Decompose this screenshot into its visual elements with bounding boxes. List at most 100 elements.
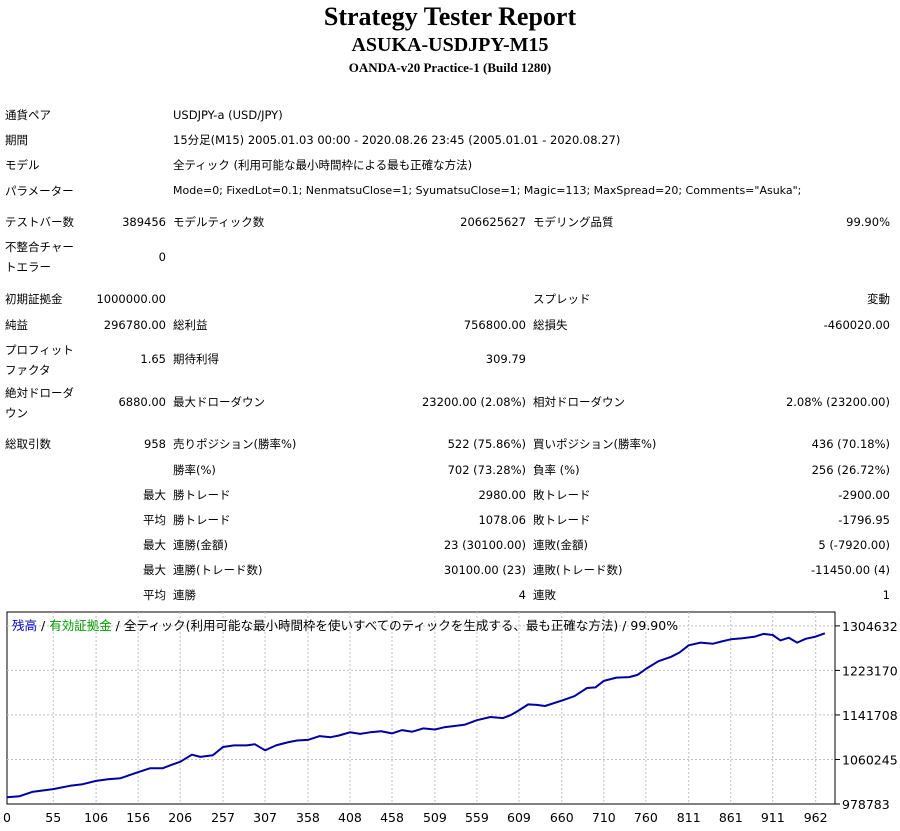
x-tick-label: 106 [84, 810, 108, 825]
x-tick-label: 509 [423, 810, 447, 825]
gross-loss-value: -460020.00 [823, 318, 890, 332]
max-dd-label: 最大ドローダウン [173, 395, 265, 409]
y-tick-label: 1060245 [842, 752, 898, 767]
avg-consec-losses-label: 連敗 [533, 588, 556, 602]
rel-dd-value: 2.08% (23200.00) [785, 395, 890, 409]
model-value: 全ティック (利用可能な最小時間枠による最も正確な方法) [173, 158, 473, 172]
average-loss-label: 敗トレード [533, 513, 591, 527]
x-tick-label: 358 [296, 810, 320, 825]
trades-label: 総取引数 [5, 437, 51, 451]
max-consec-2-label: 最大 [143, 563, 166, 577]
pf-value: 1.65 [140, 352, 166, 366]
y-tick-label: 978783 [842, 797, 890, 812]
avg-consec-wins-value: 4 [518, 588, 526, 602]
period-label: 期間 [5, 133, 28, 147]
abs-dd-label: 絶対ドローダウン [5, 386, 74, 420]
max-consec-losses-label: 連敗(金額) [533, 538, 588, 552]
loss-label: 負率 (%) [533, 463, 580, 477]
largest-win-value: 2980.00 [478, 488, 526, 502]
report-title: Strategy Tester Report [323, 2, 577, 31]
largest-loss-value: -2900.00 [838, 488, 890, 502]
x-tick-label: 861 [719, 810, 743, 825]
x-tick-label: 609 [507, 810, 531, 825]
bars-value: 389456 [122, 215, 166, 229]
payoff-label: 期待利得 [173, 352, 219, 366]
win-label: 勝率(%) [173, 463, 216, 477]
x-tick-label: 660 [550, 810, 574, 825]
max-consec-loss-label: 連敗(トレード数) [533, 563, 623, 577]
gross-profit-value: 756800.00 [463, 318, 526, 332]
long-label: 買いポジション(勝率%) [533, 437, 657, 451]
legend-separator: / [37, 618, 50, 633]
max-dd-value: 23200.00 (2.08%) [421, 395, 526, 409]
max-consec-profit-value: 30100.00 (23) [443, 563, 526, 577]
net-value: 296780.00 [103, 318, 166, 332]
long-value: 436 (70.18%) [811, 437, 890, 451]
average-label: 平均 [143, 513, 166, 527]
legend-balance: 残高 [12, 618, 38, 633]
net-label: 純益 [5, 318, 28, 332]
x-tick-label: 0 [3, 810, 11, 825]
x-tick-label: 257 [211, 810, 235, 825]
ticks-label: モデルティック数 [173, 215, 265, 229]
quality-label: モデリング品質 [533, 215, 614, 229]
max-consec-losses-value: 5 (-7920.00) [818, 538, 890, 552]
spread-value: 変動 [867, 292, 890, 306]
x-tick-label: 760 [634, 810, 658, 825]
params-value: Mode=0; FixedLot=0.1; NenmatsuClose=1; S… [173, 184, 802, 197]
gross-profit-label: 総利益 [173, 318, 208, 332]
average-win-label: 勝トレード [173, 513, 231, 527]
report-subtitle: ASUKA-USDJPY-M15 [351, 34, 549, 56]
deposit-value: 1000000.00 [96, 292, 166, 306]
balance-line [6, 632, 826, 799]
pf-label: プロフィットファクタ [5, 343, 74, 377]
max-consec-wins-label: 連勝(金額) [173, 538, 228, 552]
largest-loss-label: 敗トレード [533, 488, 591, 502]
x-tick-label: 811 [677, 810, 701, 825]
x-tick-label: 55 [45, 810, 61, 825]
abs-dd-value: 6880.00 [118, 395, 166, 409]
trades-value: 958 [144, 437, 166, 451]
rel-dd-label: 相対ドローダウン [533, 395, 625, 409]
spread-label: スプレッド [533, 292, 591, 306]
avg-consec-wins-label: 連勝 [173, 588, 196, 602]
params-label: パラメーター [5, 184, 74, 198]
legend-separator: / [111, 618, 124, 633]
x-tick-label: 458 [380, 810, 404, 825]
x-tick-label: 710 [592, 810, 616, 825]
quality-value: 99.90% [846, 215, 890, 229]
largest-win-label: 勝トレード [173, 488, 231, 502]
bars-label: テストバー数 [5, 215, 74, 229]
symbol-label: 通貨ペア [5, 108, 51, 122]
legend-equity: 有効証拠金 [49, 618, 112, 633]
max-consec-wins-value: 23 (30100.00) [443, 538, 526, 552]
mismatch-value: 0 [158, 250, 166, 264]
report-server: OANDA-v20 Practice-1 (Build 1280) [348, 60, 552, 75]
chart-legend: 残高 / 有効証拠金 / 全ティック(利用可能な最小時間枠を使いすべてのティック… [12, 615, 678, 634]
average-loss-value: -1796.95 [838, 513, 890, 527]
x-tick-label: 156 [126, 810, 150, 825]
largest-label: 最大 [143, 488, 166, 502]
period-value: 15分足(M15) 2005.01.03 00:00 - 2020.08.26 … [173, 133, 621, 147]
short-label: 売りポジション(勝率%) [173, 437, 297, 451]
deposit-label: 初期証拠金 [5, 292, 63, 306]
legend-model: 全ティック(利用可能な最小時間枠を使いすべてのティックを生成する、最も正確な方法… [123, 618, 679, 633]
short-value: 522 (75.86%) [447, 437, 526, 451]
win-value: 702 (73.28%) [447, 463, 526, 477]
x-tick-label: 307 [253, 810, 277, 825]
payoff-value: 309.79 [485, 352, 526, 366]
average-consec-label: 平均 [143, 588, 166, 602]
balance-chart: 0 55 106 156 206 257 307 358 408 458 509 559 609 660 7… [3, 611, 898, 825]
y-tick-label: 1304632 [842, 619, 898, 634]
x-tick-label: 206 [168, 810, 192, 825]
max-consec-label: 最大 [143, 538, 166, 552]
y-tick-label: 1141708 [842, 708, 898, 723]
x-tick-label: 962 [804, 810, 828, 825]
y-tick-label: 1223170 [842, 663, 898, 678]
x-tick-label: 911 [761, 810, 785, 825]
loss-value: 256 (26.72%) [811, 463, 890, 477]
model-label: モデル [5, 158, 40, 172]
max-consec-profit-label: 連勝(トレード数) [173, 563, 263, 577]
gross-loss-label: 総損失 [533, 318, 568, 332]
mismatch-label: 不整合チャートエラー [5, 240, 74, 274]
